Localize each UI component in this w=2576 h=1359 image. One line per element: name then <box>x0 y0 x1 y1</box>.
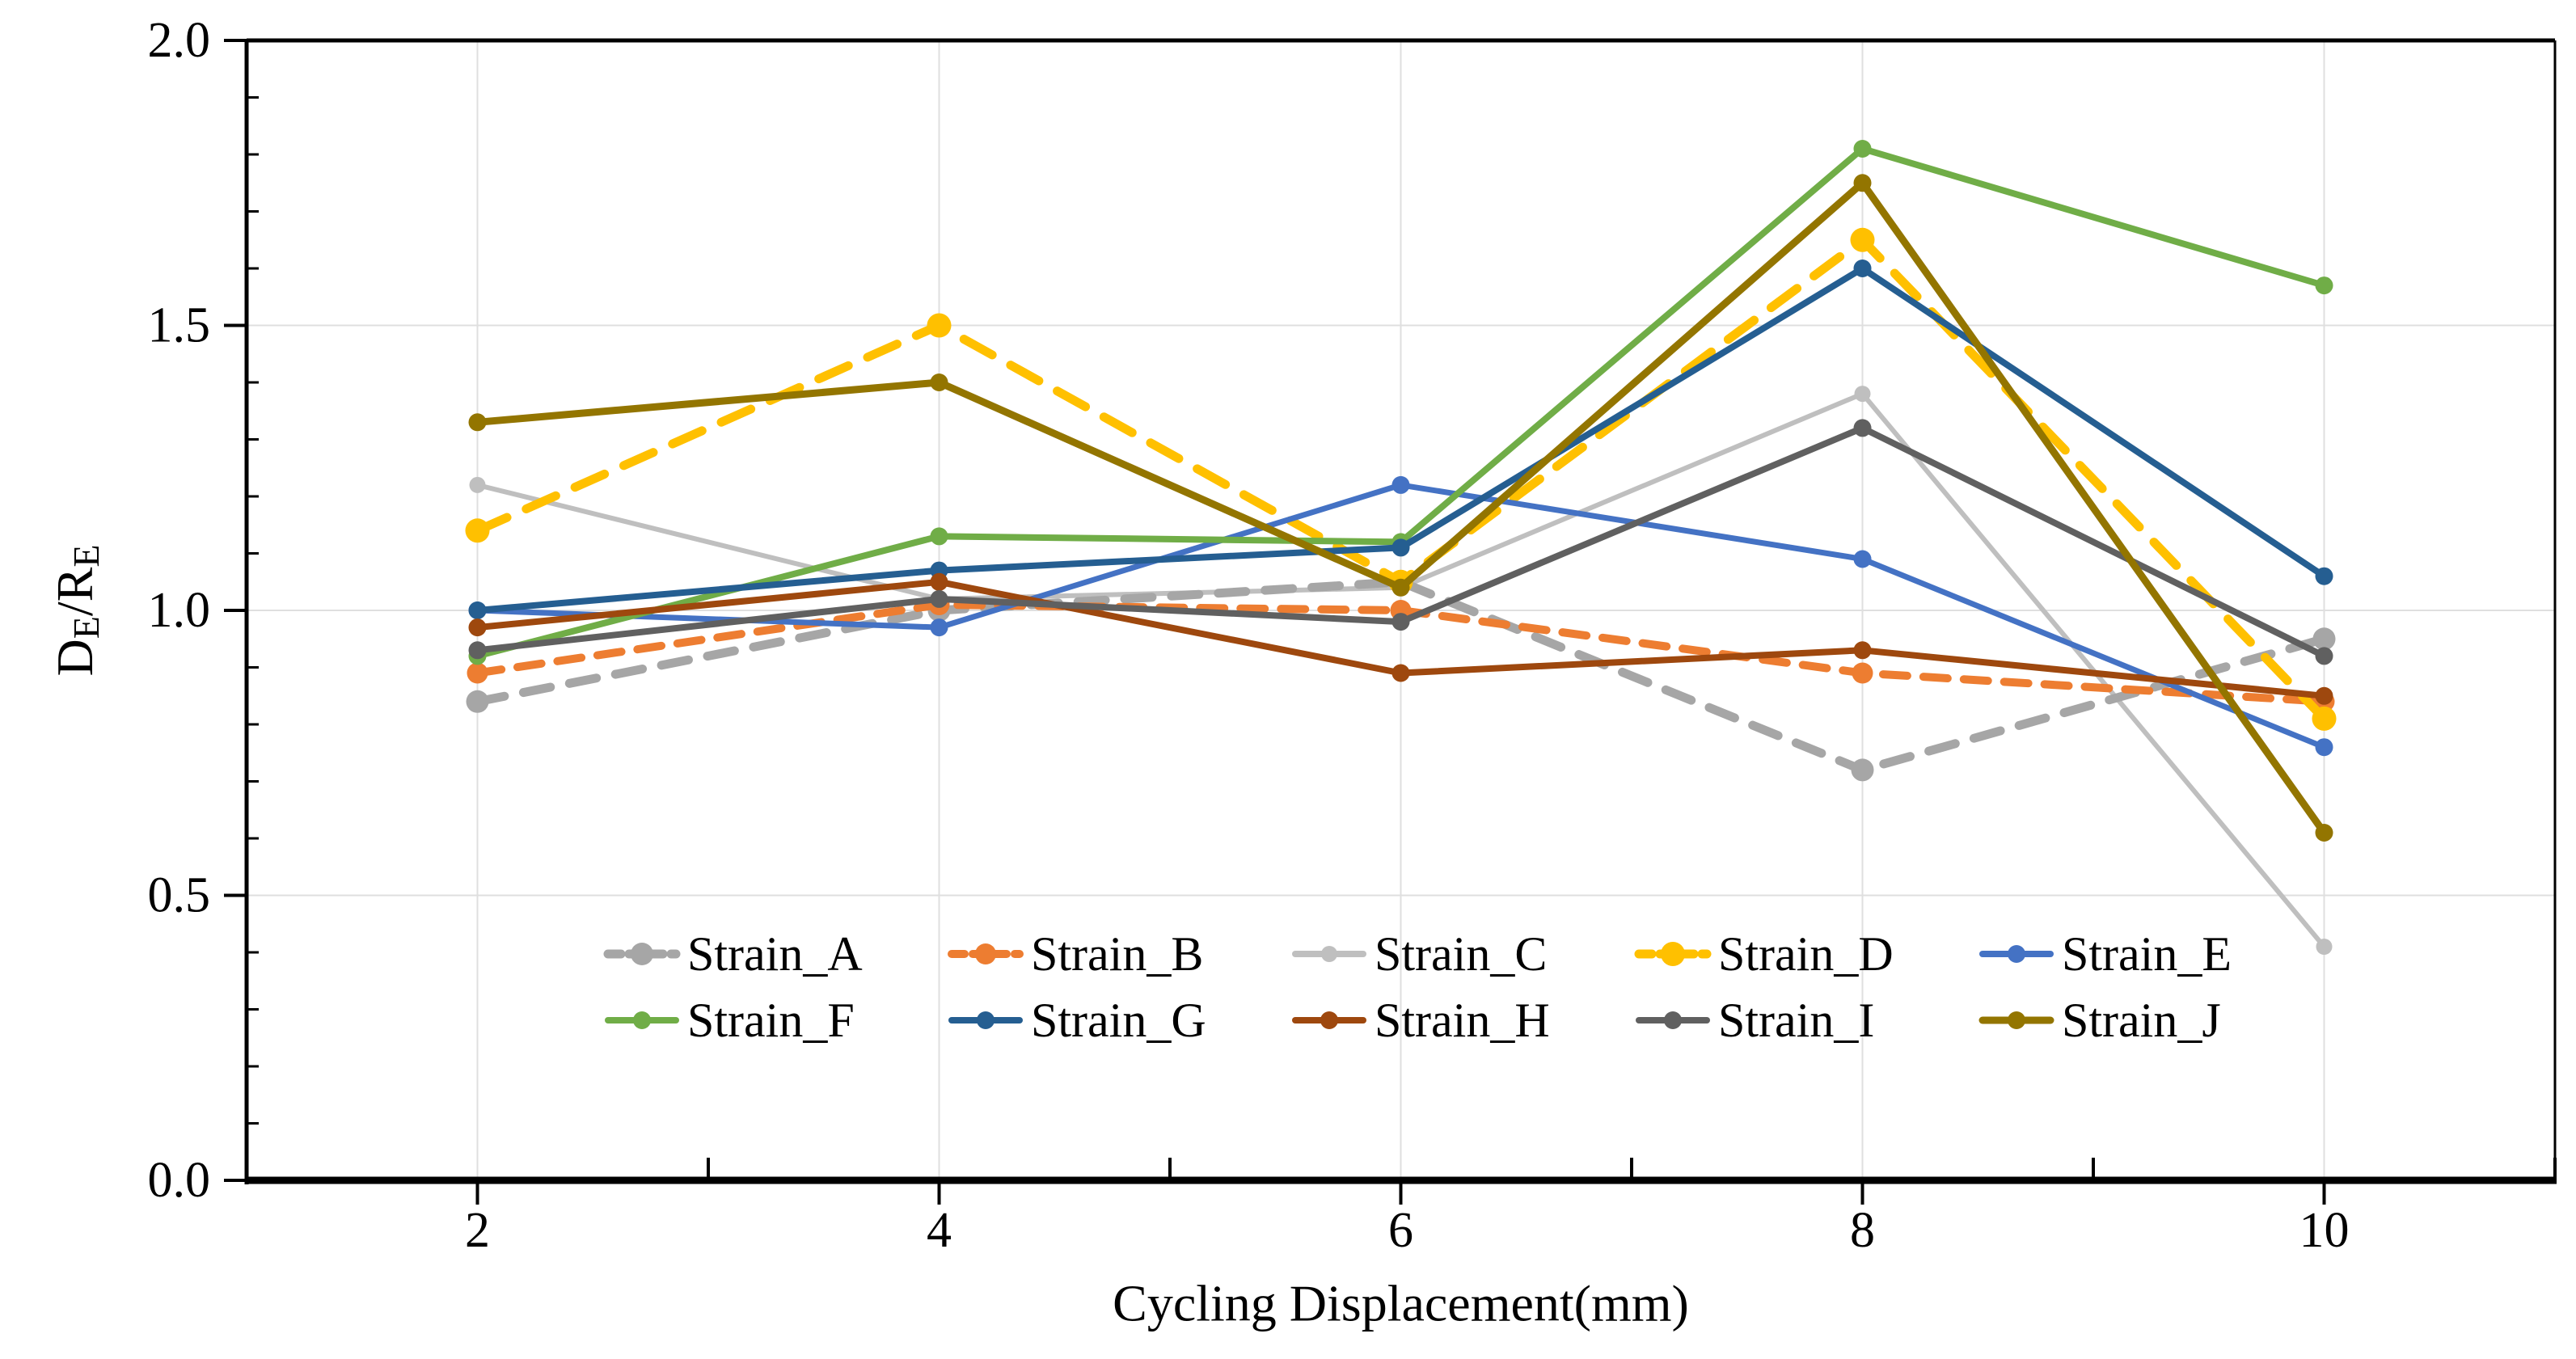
legend-item-Strain_I: Strain_I <box>1636 994 1874 1047</box>
legend-label-Strain_I: Strain_I <box>1718 994 1874 1047</box>
series-line-Strain_A <box>473 577 2329 774</box>
marker-Strain_G-x10 <box>2315 567 2333 585</box>
legend-item-Strain_E: Strain_E <box>1979 927 2232 981</box>
marker-Strain_H-x8 <box>1853 641 1872 660</box>
marker-Strain_I-x8 <box>1853 419 1872 437</box>
series-Strain_H <box>468 572 2333 705</box>
legend-item-Strain_G: Strain_G <box>948 994 1206 1047</box>
x-tick-label-8: 8 <box>1850 1203 1875 1258</box>
marker-Strain_E-x10 <box>2315 738 2333 757</box>
series-Strain_I <box>468 419 2333 665</box>
legend-label-Strain_E: Strain_E <box>2062 927 2232 981</box>
legend-label-Strain_F: Strain_F <box>687 994 855 1047</box>
marker-Strain_C-x8 <box>1854 386 1871 403</box>
legend-swatch-marker-Strain_B <box>975 943 996 964</box>
marker-Strain_I-x4 <box>930 589 948 608</box>
marker-Strain_F-x4 <box>930 527 948 546</box>
marker-Strain_E-x8 <box>1853 550 1872 568</box>
marker-Strain_H-x6 <box>1391 664 1410 682</box>
y-tick-label-0.0: 0.0 <box>148 1153 211 1208</box>
marker-Strain_H-x10 <box>2315 686 2333 705</box>
legend-item-Strain_F: Strain_F <box>605 994 855 1047</box>
marker-Strain_G-x6 <box>1391 538 1410 557</box>
legend-label-Strain_G: Strain_G <box>1031 994 1206 1047</box>
legend-item-Strain_A: Strain_A <box>603 927 863 981</box>
marker-Strain_E-x4 <box>930 618 948 637</box>
legend-swatch-marker-Strain_I <box>1664 1011 1682 1029</box>
marker-Strain_H-x2 <box>468 618 487 637</box>
marker-Strain_J-x10 <box>2315 824 2333 842</box>
marker-Strain_I-x2 <box>468 641 487 660</box>
legend-label-Strain_A: Strain_A <box>687 927 863 981</box>
legend-swatch-marker-Strain_A <box>631 943 653 965</box>
x-tick-label-2: 2 <box>465 1203 490 1258</box>
marker-Strain_A-x10 <box>2312 627 2336 651</box>
marker-Strain_E-x6 <box>1391 475 1410 494</box>
x-axis-title: Cycling Displacement(mm) <box>1113 1275 1689 1332</box>
marker-Strain_F-x8 <box>1853 140 1872 158</box>
marker-Strain_I-x10 <box>2315 647 2333 665</box>
legend-label-Strain_C: Strain_C <box>1375 927 1547 981</box>
legend-swatch-marker-Strain_F <box>633 1011 651 1029</box>
marker-Strain_I-x6 <box>1391 613 1410 631</box>
legend-item-Strain_C: Strain_C <box>1292 927 1547 981</box>
legend-item-Strain_B: Strain_B <box>948 927 1203 981</box>
series-plot <box>465 140 2337 955</box>
marker-Strain_J-x6 <box>1391 578 1410 597</box>
series-Strain_G <box>468 260 2333 619</box>
legend-swatch-marker-Strain_C <box>1321 946 1337 962</box>
y-tick-label-0.5: 0.5 <box>148 868 211 923</box>
marker-Strain_J-x8 <box>1853 174 1872 192</box>
marker-Strain_F-x10 <box>2315 276 2333 295</box>
marker-Strain_D-x2 <box>465 518 490 543</box>
legend-label-Strain_J: Strain_J <box>2062 994 2221 1047</box>
x-tick-label-10: 10 <box>2299 1203 2350 1258</box>
marker-Strain_J-x2 <box>468 413 487 432</box>
marker-Strain_D-x4 <box>927 313 952 338</box>
legend-item-Strain_D: Strain_D <box>1634 927 1894 981</box>
marker-Strain_B-x2 <box>467 662 488 684</box>
series-Strain_J <box>468 174 2333 842</box>
marker-Strain_A-x8 <box>1851 758 1874 782</box>
legend-swatch-marker-Strain_E <box>2008 945 2025 963</box>
marker-Strain_G-x8 <box>1853 260 1872 277</box>
marker-Strain_A-x2 <box>466 690 489 713</box>
marker-Strain_G-x2 <box>468 601 487 619</box>
legend-swatch-marker-Strain_D <box>1661 942 1685 966</box>
x-tick-label-6: 6 <box>1388 1203 1413 1258</box>
legend-swatch-marker-Strain_G <box>977 1011 995 1029</box>
x-tick-label-4: 4 <box>927 1203 952 1258</box>
marker-Strain_C-x10 <box>2316 939 2333 955</box>
y-tick-label-2.0: 2.0 <box>148 13 211 68</box>
marker-Strain_H-x4 <box>930 572 948 591</box>
legend-item-Strain_H: Strain_H <box>1292 994 1550 1047</box>
legend-label-Strain_B: Strain_B <box>1031 927 1203 981</box>
y-axis-title: DE/RE <box>46 545 107 677</box>
legend-item-Strain_J: Strain_J <box>1978 994 2221 1047</box>
legend-label-Strain_D: Strain_D <box>1718 927 1894 981</box>
marker-Strain_D-x10 <box>2312 706 2337 731</box>
axis-ticks <box>224 39 2557 1205</box>
marker-Strain_B-x8 <box>1852 662 1873 684</box>
y-tick-label-1.5: 1.5 <box>148 298 211 353</box>
marker-Strain_D-x8 <box>1850 227 1875 252</box>
legend-swatch-marker-Strain_H <box>1320 1011 1338 1029</box>
legend-swatch-marker-Strain_J <box>2008 1011 2025 1029</box>
marker-Strain_J-x4 <box>930 374 948 391</box>
marker-Strain_C-x2 <box>469 476 486 493</box>
y-tick-label-1.0: 1.0 <box>148 583 211 638</box>
legend-label-Strain_H: Strain_H <box>1375 994 1550 1047</box>
legend: Strain_A Strain_B Strain_C Strain_D Strain_E… <box>603 927 2232 1047</box>
